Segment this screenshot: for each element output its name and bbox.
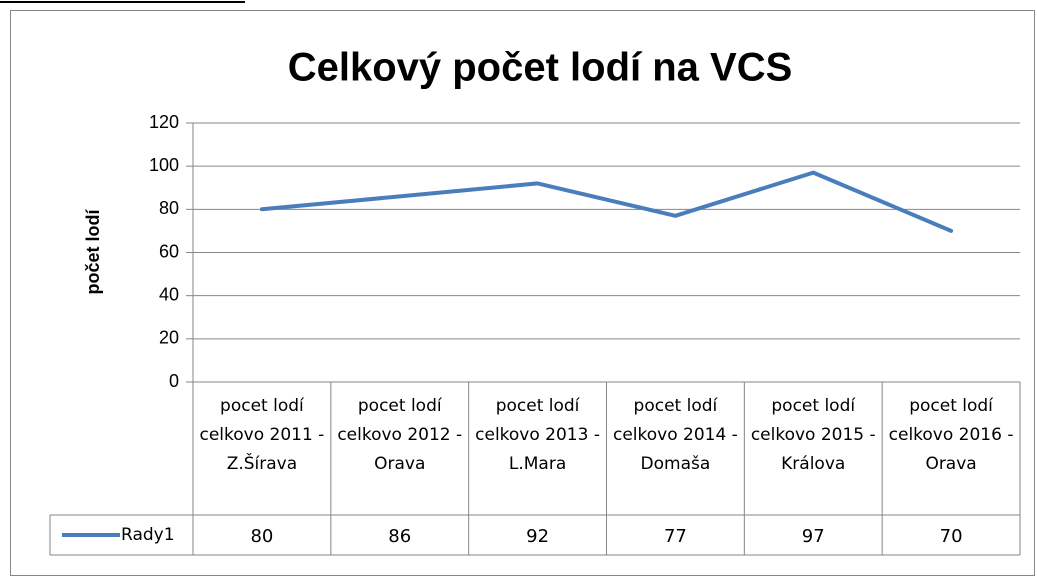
x-tick-label-box: pocet lodí celkovo 2012 - Orava [337,396,463,474]
table-value: 92 [526,526,549,547]
x-tick-label-box: pocet lodí celkovo 2016 - Orava [888,396,1014,474]
series-line [259,170,954,233]
x-tick-label-box: pocet lodí celkovo 2014 - Domaša [612,396,738,474]
table-value: 77 [664,526,687,547]
y-tick-label: 0 [169,371,179,391]
x-tick-label-box: pocet lodí celkovo 2015 - Králova [750,396,876,474]
x-tick-label: pocet lodí celkovo 2011 - Z.Šírava [199,396,325,474]
table-value: 70 [940,526,963,547]
table-value: 97 [802,526,825,547]
table-value: 80 [250,526,273,547]
chart-title: Celkový počet lodí na VCS [288,46,793,90]
legend-label: Rady1 [121,525,175,545]
chart-frame [10,10,1035,576]
y-tick-label: 100 [149,155,179,175]
x-tick-label: pocet lodí celkovo 2016 - Orava [888,396,1014,474]
x-tick-label-box: pocet lodí celkovo 2013 - L.Mara [475,396,600,474]
x-tick-label: pocet lodí celkovo 2012 - Orava [337,396,463,474]
y-tick-label: 120 [149,112,179,132]
x-tick-label-box: pocet lodí celkovo 2011 - Z.Šírava [199,396,325,474]
y-axis-label: počet lodí [83,209,103,295]
y-tick-label: 40 [159,284,179,304]
x-tick-label: pocet lodí celkovo 2015 - Králova [750,396,876,474]
y-tick-label: 20 [159,328,179,348]
x-tick-label: pocet lodí celkovo 2014 - Domaša [612,396,738,474]
x-tick-label: pocet lodí celkovo 2013 - L.Mara [475,396,600,474]
y-tick-label: 80 [159,198,179,218]
table-value: 86 [388,526,411,547]
y-tick-label: 60 [159,241,179,261]
